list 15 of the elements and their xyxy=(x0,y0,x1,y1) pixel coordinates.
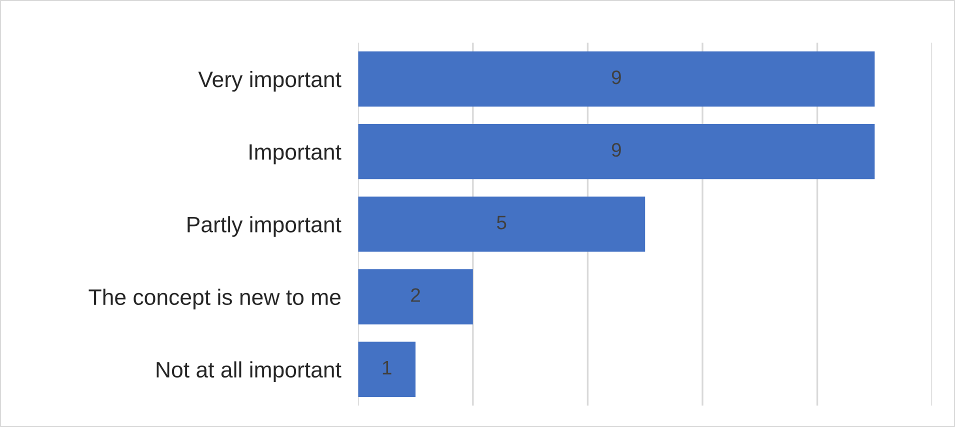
data-label: 5 xyxy=(496,216,506,230)
data-label: 9 xyxy=(612,143,621,157)
data-label: 2 xyxy=(411,288,420,302)
bar xyxy=(358,51,875,107)
data-label: 1 xyxy=(382,361,392,374)
y-tick-label: Partly important xyxy=(188,216,342,237)
bar xyxy=(358,124,875,180)
y-tick-label: The concept is new to me xyxy=(88,288,340,310)
bar xyxy=(358,196,646,252)
data-label: 9 xyxy=(612,70,621,84)
y-tick-label: Important xyxy=(250,144,342,164)
bar xyxy=(358,342,416,397)
y-tick-label: Not at all important xyxy=(156,361,342,382)
bar xyxy=(358,269,473,324)
y-tick-label: Very important xyxy=(198,70,342,92)
